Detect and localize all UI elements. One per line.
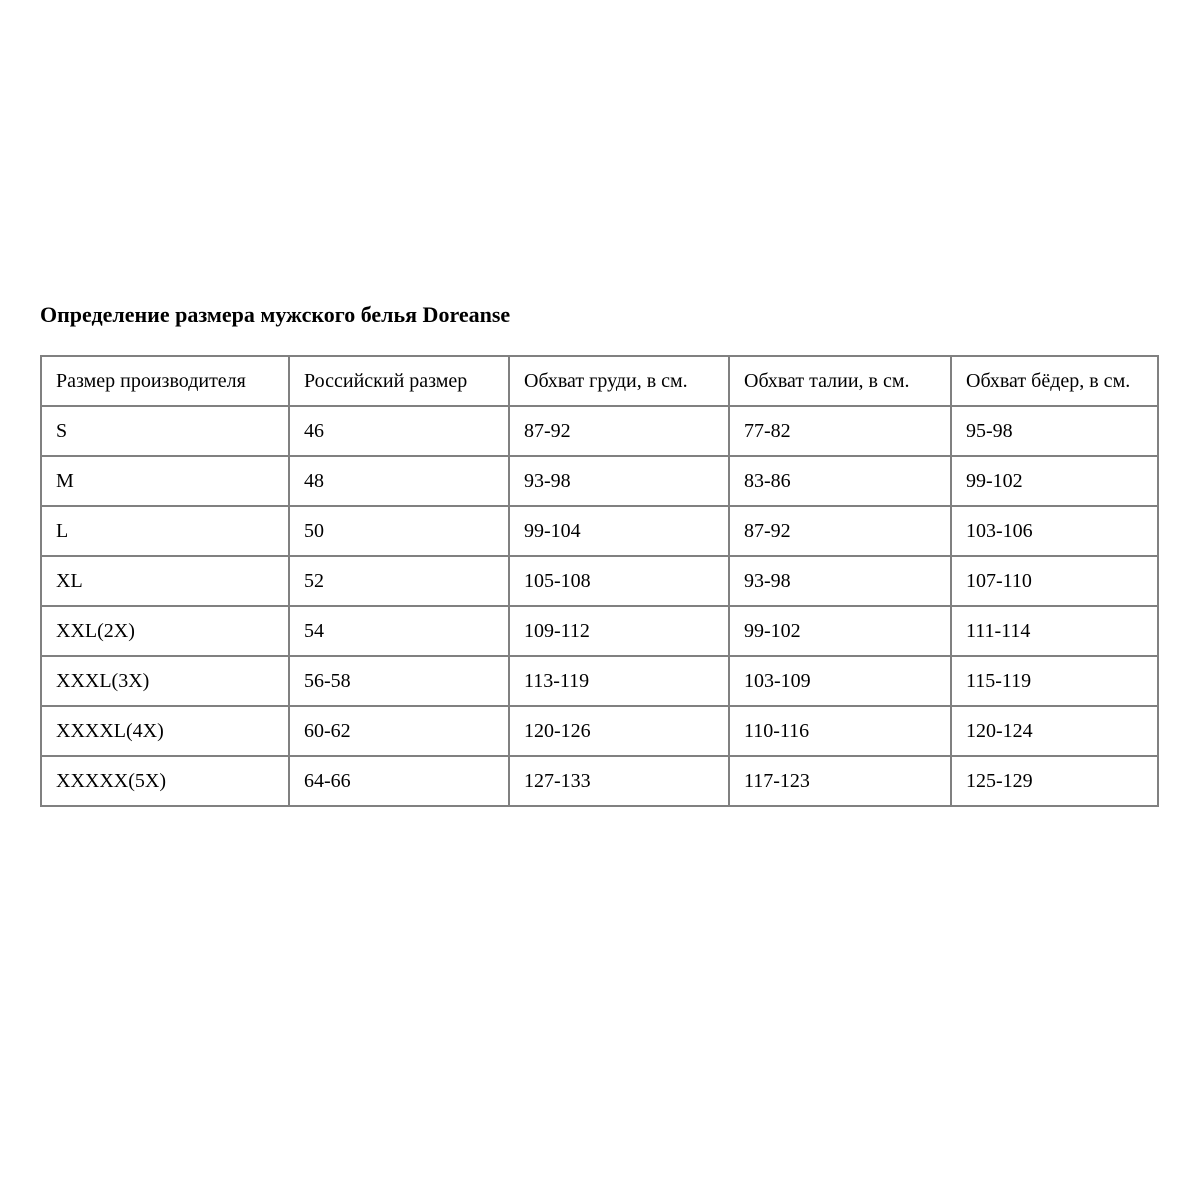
page-title: Определение размера мужского белья Dorea… (40, 302, 511, 327)
table-cell: 93-98 (728, 555, 952, 607)
table-cell: 111-114 (950, 605, 1159, 657)
column-header: Обхват талии, в см. (728, 355, 952, 407)
table-row: XXXL(3X) 56-58 113-119 103-109 115-119 (40, 655, 1159, 707)
table-cell: 93-98 (508, 455, 730, 507)
table-row: S 46 87-92 77-82 95-98 (40, 405, 1159, 457)
size-table-header: Размер производителя Российский размер Обх… (40, 355, 1159, 407)
table-cell: 95-98 (950, 405, 1159, 457)
size-table: Размер производителя Российский размер Обх… (40, 355, 1159, 807)
table-cell: 103-109 (728, 655, 952, 707)
table-cell: 54 (288, 605, 510, 657)
table-cell: XXXL(3X) (40, 655, 290, 707)
column-header: Размер производителя (40, 355, 290, 407)
table-cell: 115-119 (950, 655, 1159, 707)
table-cell: 77-82 (728, 405, 952, 457)
table-cell: XXXXL(4X) (40, 705, 290, 757)
column-header: Российский размер (288, 355, 510, 407)
table-cell: 107-110 (950, 555, 1159, 607)
table-cell: 110-116 (728, 705, 952, 757)
table-cell: 83-86 (728, 455, 952, 507)
table-cell: 120-126 (508, 705, 730, 757)
table-cell: 99-102 (950, 455, 1159, 507)
table-row: M 48 93-98 83-86 99-102 (40, 455, 1159, 507)
table-cell: 103-106 (950, 505, 1159, 557)
table-cell: 87-92 (508, 405, 730, 457)
table-cell: 125-129 (950, 755, 1159, 807)
table-cell: 120-124 (950, 705, 1159, 757)
column-header: Обхват бёдер, в см. (950, 355, 1159, 407)
table-cell: S (40, 405, 290, 457)
table-cell: 127-133 (508, 755, 730, 807)
table-cell: 99-104 (508, 505, 730, 557)
table-row: L 50 99-104 87-92 103-106 (40, 505, 1159, 557)
table-row: XXL(2X) 54 109-112 99-102 111-114 (40, 605, 1159, 657)
table-cell: 99-102 (728, 605, 952, 657)
table-row: XL 52 105-108 93-98 107-110 (40, 555, 1159, 607)
table-cell: 87-92 (728, 505, 952, 557)
table-cell: 46 (288, 405, 510, 457)
table-cell: 113-119 (508, 655, 730, 707)
table-cell: L (40, 505, 290, 557)
table-cell: 48 (288, 455, 510, 507)
table-row: XXXXX(5X) 64-66 127-133 117-123 125-129 (40, 755, 1159, 807)
header-row: Размер производителя Российский размер Обх… (40, 355, 1159, 407)
table-cell: 64-66 (288, 755, 510, 807)
table-cell: 60-62 (288, 705, 510, 757)
column-header: Обхват груди, в см. (508, 355, 730, 407)
table-cell: 117-123 (728, 755, 952, 807)
table-cell: 105-108 (508, 555, 730, 607)
table-cell: M (40, 455, 290, 507)
document-page: Определение размера мужского белья Dorea… (40, 302, 1159, 807)
table-cell: XL (40, 555, 290, 607)
table-cell: 52 (288, 555, 510, 607)
table-cell: 109-112 (508, 605, 730, 657)
table-cell: XXXXX(5X) (40, 755, 290, 807)
table-cell: 50 (288, 505, 510, 557)
table-cell: 56-58 (288, 655, 510, 707)
table-row: XXXXL(4X) 60-62 120-126 110-116 120-124 (40, 705, 1159, 757)
size-table-body: S 46 87-92 77-82 95-98 M 48 93-98 83-86 99-102 L 50… (40, 405, 1159, 807)
table-cell: XXL(2X) (40, 605, 290, 657)
